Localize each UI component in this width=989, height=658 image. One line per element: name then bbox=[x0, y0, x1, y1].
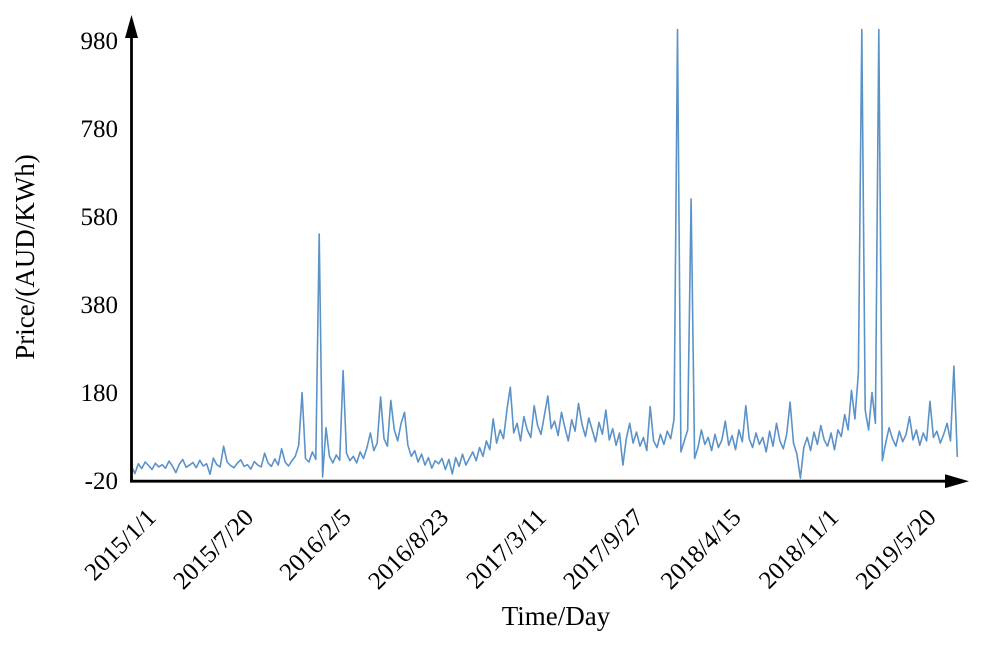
y-tick-label: 580 bbox=[81, 204, 119, 231]
y-tick-label: 780 bbox=[81, 116, 119, 143]
y-tick-label: -20 bbox=[85, 468, 118, 495]
y-tick-label: 380 bbox=[81, 292, 119, 319]
x-tick-label: 2015/7/20 bbox=[168, 504, 259, 595]
x-tick-label: 2015/1/1 bbox=[80, 504, 162, 586]
x-axis-arrow-icon bbox=[945, 474, 969, 489]
x-tick-label: 2019/5/20 bbox=[851, 504, 942, 595]
price-series-line bbox=[130, 28, 959, 480]
x-tick-label: 2017/9/27 bbox=[558, 504, 649, 595]
x-tick-label: 2016/2/5 bbox=[275, 504, 357, 586]
x-tick-label: 2017/3/11 bbox=[462, 504, 552, 594]
x-tick-label: 2018/11/1 bbox=[754, 504, 844, 594]
y-axis-arrow-icon bbox=[125, 15, 138, 38]
x-tick-label: 2016/8/23 bbox=[363, 504, 454, 595]
y-axis-title: Price/(AUD/KWh) bbox=[10, 154, 40, 359]
x-tick-labels: 2015/1/1 2015/7/20 2016/2/5 2016/8/23 2017/3… bbox=[80, 504, 942, 595]
y-tick-label: 980 bbox=[81, 28, 119, 55]
x-tick-label: 2018/4/15 bbox=[656, 504, 747, 595]
y-tick-label: 180 bbox=[81, 380, 119, 407]
x-axis-title: Time/Day bbox=[502, 601, 611, 631]
y-tick-labels: -20 180 380 580 780 980 bbox=[81, 28, 119, 495]
